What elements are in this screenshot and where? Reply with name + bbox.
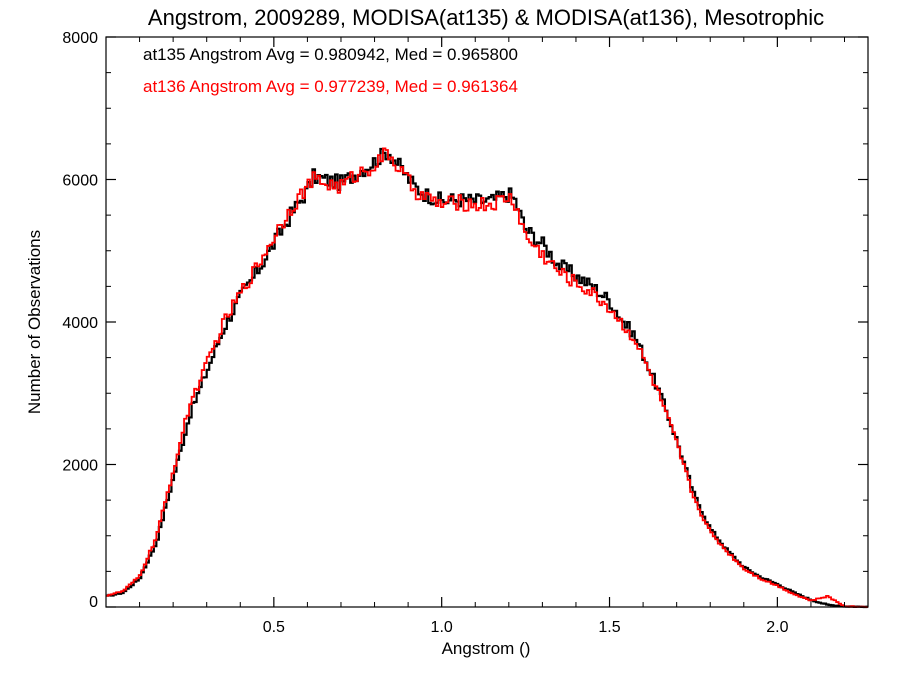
axis-ticks: 0.5 1.0 1.5 2.0 0 2000 4000 6000 8000 [62,30,868,636]
plot-frame [105,36,869,608]
series-line-at135 [106,147,868,609]
x-tick-label: 0.5 [263,619,285,636]
y-tick-label: 2000 [62,458,98,475]
y-axis-label: Number of Observations [25,230,44,414]
x-tick-label: 2.0 [766,619,788,636]
chart-title: Angstrom, 2009289, MODISA(at135) & MODIS… [148,5,824,30]
plot-area [106,147,868,609]
x-axis-label: Angstrom () [442,639,531,658]
legend-entry-at136: at136 Angstrom Avg = 0.977239, Med = 0.9… [143,77,518,96]
y-tick-label: 6000 [62,173,98,190]
x-tick-label: 1.5 [598,619,620,636]
y-tick-label: 0 [89,594,98,611]
series-line-at136 [106,147,868,608]
x-tick-label: 1.0 [431,619,453,636]
legend-entry-at135: at135 Angstrom Avg = 0.980942, Med = 0.9… [143,45,518,64]
y-tick-label: 8000 [62,30,98,47]
y-tick-label: 4000 [62,315,98,332]
